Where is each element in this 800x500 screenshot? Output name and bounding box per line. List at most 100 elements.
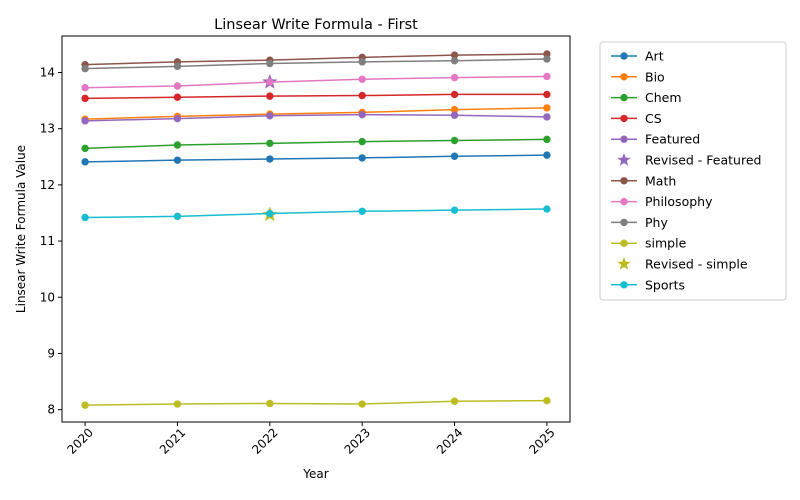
series-sports (81, 205, 551, 222)
data-point-simple (543, 396, 551, 405)
series-featured (81, 110, 551, 125)
legend-item-philosophy: Philosophy (611, 194, 713, 209)
data-point-art (543, 151, 551, 159)
legend-label: Philosophy (645, 194, 713, 209)
data-point-simple (266, 399, 274, 408)
series-line-phy (85, 58, 547, 70)
legend-marker (620, 197, 628, 206)
x-tick-label: 2020 (65, 425, 96, 456)
legend-label: Chem (645, 90, 682, 105)
data-point-art (450, 152, 459, 160)
legend-item-phy: Phy (611, 215, 668, 230)
legend-star-marker (617, 153, 631, 166)
x-tick-label: 2024 (434, 425, 465, 456)
data-point-cs (450, 90, 459, 99)
x-axis: 2020 2021 2022 2023 2024 2025 (65, 422, 558, 457)
data-point-cs (358, 91, 366, 100)
data-point-math (543, 50, 551, 58)
legend-item-simple: simple (611, 236, 687, 251)
y-tick-label: 14 (40, 66, 55, 80)
series-cs (81, 90, 551, 103)
data-point-sports (543, 205, 551, 213)
legend-item-sports: Sports (611, 277, 685, 292)
legend-label: Sports (645, 277, 685, 292)
y-tick-label: 11 (40, 234, 55, 248)
series-line-math (85, 53, 547, 66)
data-point-featured (543, 113, 551, 121)
x-tick-label: 2023 (342, 425, 373, 456)
data-point-chem (543, 135, 551, 144)
series-line-simple (85, 399, 547, 406)
legend-marker (620, 218, 628, 227)
x-tick-label: 2021 (157, 425, 188, 456)
legend-label: Art (645, 49, 664, 64)
data-point-phy (358, 58, 366, 66)
legend-label: simple (645, 236, 687, 251)
legend-frame (599, 41, 787, 301)
data-point-philosophy (358, 75, 366, 83)
legend-marker (620, 239, 628, 247)
legend-star-marker (617, 257, 631, 270)
data-point-philosophy (266, 78, 274, 86)
data-point-art (173, 156, 182, 164)
chart-title: Linsear Write Formula - First (214, 17, 418, 33)
data-point-math (450, 51, 459, 59)
data-point-phy (450, 57, 459, 65)
data-point-phy (543, 55, 551, 63)
data-point-philosophy (543, 72, 551, 81)
series-chem (81, 135, 551, 153)
data-point-featured (266, 112, 274, 120)
series-line-cs (85, 93, 547, 100)
data-point-sports (266, 209, 274, 218)
data-point-phy (266, 59, 274, 68)
y-tick-label: 10 (40, 290, 55, 304)
series-line-bio (85, 107, 547, 120)
data-point-phy (173, 62, 182, 71)
data-point-chem (450, 136, 459, 145)
series-math (81, 50, 551, 69)
data-point-chem (81, 144, 89, 153)
data-point-sports (173, 212, 182, 221)
legend-item-cs: CS (611, 111, 662, 126)
series-line-sports (85, 208, 547, 219)
series-layer (81, 50, 551, 409)
series-simple (81, 396, 551, 409)
legend-label: Math (645, 173, 676, 188)
y-tick-label: 13 (40, 122, 55, 136)
data-point-art (358, 154, 366, 162)
series-art (81, 151, 551, 166)
data-point-featured (358, 110, 366, 119)
legend-item-math: Math (611, 173, 676, 188)
legend-marker (620, 73, 628, 81)
data-point-simple (450, 397, 459, 405)
plot-area (61, 35, 571, 423)
data-point-cs (81, 94, 89, 103)
y-tick-label: 12 (40, 178, 55, 192)
data-point-bio (543, 104, 551, 112)
data-point-sports (358, 207, 366, 216)
data-point-simple (358, 400, 366, 408)
legend-label: Featured (645, 132, 700, 147)
y-tick-label: 9 (47, 346, 55, 360)
series-bio (81, 104, 551, 123)
legend-marker (620, 177, 628, 185)
data-point-featured (81, 117, 89, 125)
data-point-art (81, 158, 89, 166)
x-tick-label: 2025 (526, 425, 557, 456)
data-point-bio (450, 105, 459, 114)
data-point-featured (450, 111, 459, 119)
legend: Art Bio Chem CS Featured Revised - Featured Ma… (599, 41, 787, 301)
y-tick-label: 8 (47, 403, 55, 417)
legend-marker (620, 93, 628, 102)
x-tick-label: 2022 (249, 425, 280, 456)
data-point-philosophy (81, 83, 89, 92)
data-point-philosophy (173, 82, 182, 90)
legend-label: CS (645, 111, 662, 126)
data-point-cs (543, 90, 551, 99)
legend-marker (620, 135, 628, 143)
series-phy (81, 55, 551, 73)
legend-item-bio: Bio (611, 69, 665, 84)
legend-item-art: Art (611, 49, 664, 64)
data-point-philosophy (450, 73, 459, 82)
